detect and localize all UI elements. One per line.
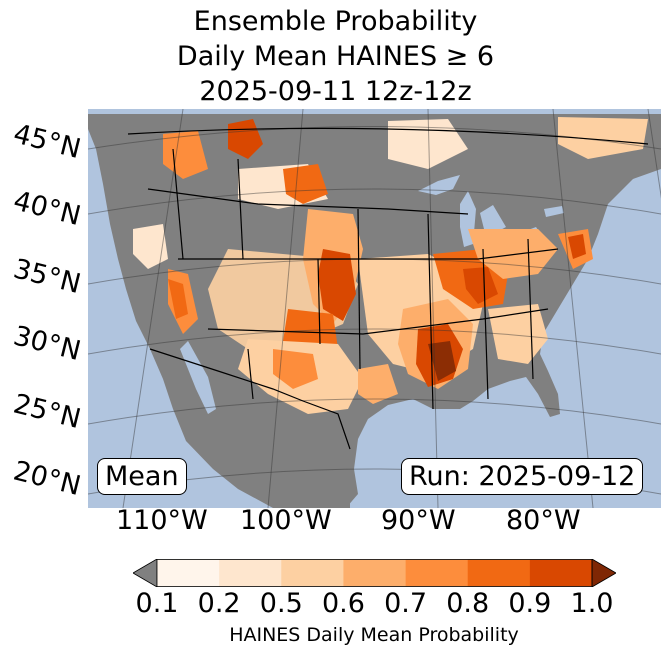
lon-label-100: 100°W [240, 505, 332, 536]
lon-label-90: 90°W [381, 505, 456, 536]
colorbar-segments [157, 559, 593, 587]
colorbar-tick-label: 0.6 [321, 588, 365, 619]
lat-label-20: 20°N [10, 455, 84, 503]
lat-label-35: 35°N [10, 253, 84, 301]
colorbar-segment [529, 559, 593, 587]
colorbar-tick-label: 0.2 [197, 588, 241, 619]
title-line-1: Ensemble Probability [193, 6, 478, 37]
colorbar-over-arrow [591, 559, 616, 587]
colorbar-segment [281, 559, 344, 587]
colorbar-under-arrow [133, 559, 158, 587]
mexico-land [218, 389, 350, 508]
lat-label-40: 40°N [10, 185, 84, 233]
run-label: Run: 2025-09-12 [401, 458, 644, 495]
colorbar-tick-label: 0.1 [135, 588, 179, 619]
probability-map [88, 109, 661, 508]
colorbar-outline [156, 559, 593, 587]
colorbar [133, 559, 616, 587]
lat-label-25: 25°N [10, 388, 84, 436]
colorbar-segment [405, 559, 469, 587]
colorbar-label: HAINES Daily Mean Probability [229, 624, 519, 646]
colorbar-tick-label: 0.8 [446, 588, 490, 619]
colorbar-segment [467, 559, 531, 587]
colorbar-tick-label: 0.9 [508, 588, 552, 619]
colorbar-tick-label: 0.7 [384, 588, 428, 619]
colorbar-segment [219, 559, 282, 587]
lon-label-110: 110°W [116, 505, 208, 536]
colorbar-segment [343, 559, 406, 587]
colorbar-tick-label: 0.5 [259, 588, 303, 619]
lat-label-30: 30°N [10, 320, 84, 368]
state-borders [127, 127, 649, 450]
great-lakes [418, 175, 564, 247]
lon-label-80: 80°W [506, 505, 581, 536]
gulf-of-california [180, 341, 216, 414]
title-line-3: 2025-09-11 12z-12z [199, 76, 472, 107]
title-line-2: Daily Mean HAINES ≥ 6 [176, 41, 495, 72]
graticule [88, 109, 661, 508]
probability-patches [133, 117, 648, 414]
lat-label-45: 45°N [10, 118, 84, 166]
colorbar-tick-label: 1.0 [570, 588, 614, 619]
colorbar-segment [157, 559, 220, 587]
mean-label: Mean [97, 458, 187, 495]
